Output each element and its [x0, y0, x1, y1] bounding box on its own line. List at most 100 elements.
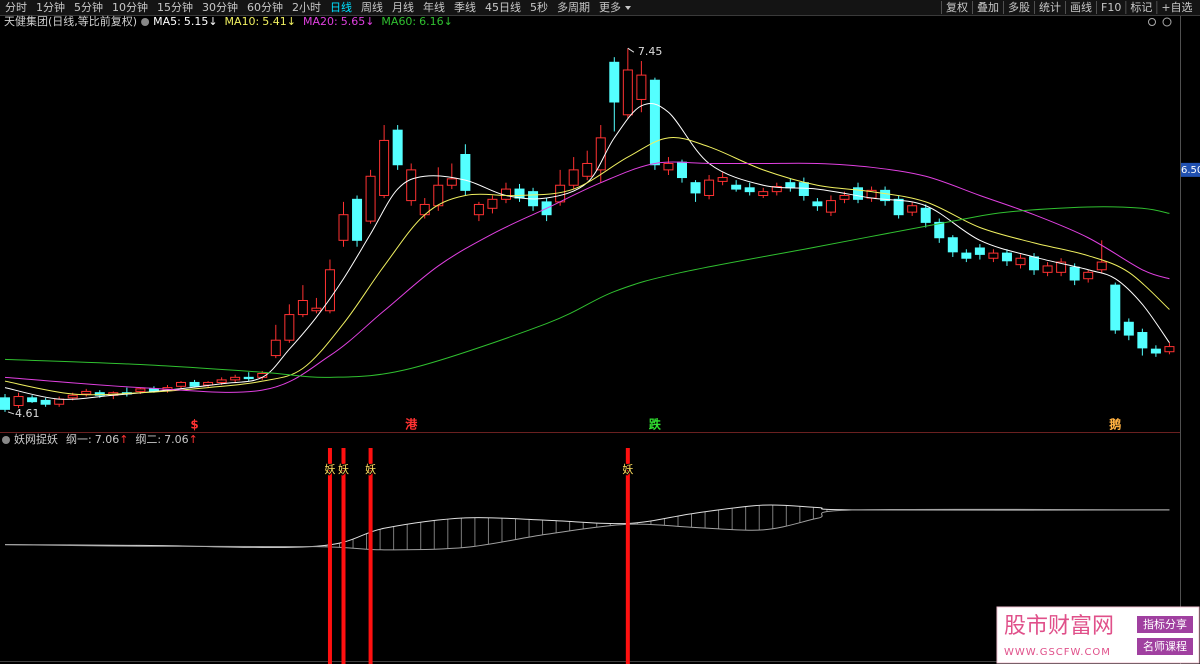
- candle-body: [1096, 261, 1107, 271]
- candle-body: [785, 182, 796, 189]
- signal-label: 妖: [365, 462, 376, 476]
- candle-body: [1110, 284, 1121, 331]
- low-leader: [7, 411, 15, 415]
- candle-body: [798, 182, 809, 196]
- legend-value: 5.15: [184, 15, 209, 28]
- period-tab[interactable]: 年线: [423, 0, 445, 14]
- event-marker: $: [190, 418, 198, 432]
- candle-body: [704, 179, 715, 196]
- candle-body: [230, 376, 241, 381]
- candle-body: [473, 203, 484, 216]
- candle-body: [352, 198, 363, 241]
- legend-trend: ↓: [365, 15, 374, 28]
- legend-name: 纲二:: [135, 433, 161, 446]
- candle-body: [744, 187, 755, 193]
- period-tab[interactable]: 5分钟: [74, 0, 103, 14]
- candle-body: [0, 397, 10, 410]
- candle-body: [514, 188, 525, 199]
- period-tab[interactable]: 60分钟: [247, 0, 283, 14]
- candle-body: [406, 169, 417, 202]
- legend-trend: ↓: [287, 15, 296, 28]
- tool-button[interactable]: 标记: [1130, 0, 1152, 14]
- period-tab[interactable]: 多周期: [557, 0, 590, 14]
- candle-body: [1029, 256, 1040, 271]
- candle-body: [487, 198, 498, 209]
- period-tab[interactable]: 月线: [392, 0, 414, 14]
- watermark-button-label[interactable]: 名师课程: [1143, 639, 1187, 653]
- settings-icon[interactable]: [141, 18, 150, 26]
- circle-icon[interactable]: [1162, 17, 1172, 27]
- signal-label: 妖: [324, 462, 335, 476]
- signal-label: 妖: [622, 462, 633, 476]
- candle-body: [636, 74, 647, 100]
- period-tab[interactable]: 15分钟: [157, 0, 193, 14]
- candle-body: [649, 79, 660, 166]
- legend-name: MA5:: [153, 15, 181, 28]
- candle-body: [460, 154, 471, 191]
- candle-body: [176, 381, 187, 387]
- signal-bar: [625, 448, 630, 664]
- candle-body: [1164, 346, 1175, 353]
- candle-body: [81, 390, 92, 395]
- period-tab[interactable]: 更多: [599, 0, 621, 14]
- candle-body: [446, 178, 457, 186]
- tool-button[interactable]: 复权: [946, 0, 968, 14]
- tool-button[interactable]: 多股: [1008, 0, 1030, 14]
- period-tab[interactable]: 周线: [361, 0, 383, 14]
- candle-body: [54, 398, 65, 405]
- tool-button[interactable]: 统计: [1039, 1, 1061, 14]
- period-tab[interactable]: 45日线: [485, 0, 521, 14]
- signal-bar: [327, 448, 332, 664]
- candle-body: [880, 189, 891, 202]
- watermark-button[interactable]: [1137, 616, 1193, 633]
- candle-body: [568, 169, 579, 186]
- candle-body: [379, 139, 390, 196]
- candle-body: [1137, 332, 1148, 349]
- period-tab[interactable]: 2小时: [292, 1, 321, 14]
- ribbon-hatch: [5, 504, 1170, 550]
- legend-value: 6.16: [419, 15, 444, 28]
- period-tab[interactable]: 1分钟: [36, 0, 65, 14]
- legend-trend: ↑: [189, 433, 198, 446]
- period-tab[interactable]: 10分钟: [112, 0, 148, 14]
- period-tab[interactable]: 5秒: [530, 0, 548, 14]
- candle-body: [947, 237, 958, 253]
- legend-trend: ↓: [444, 15, 453, 28]
- candle-body: [582, 162, 593, 177]
- candle-body: [988, 252, 999, 259]
- legend-entry: 纲一: 7.06↑: [66, 433, 128, 446]
- candle-body: [690, 182, 701, 194]
- watermark-button[interactable]: [1137, 638, 1193, 655]
- legend-entry: MA60: 6.16↓: [381, 15, 452, 28]
- candle-body: [135, 388, 146, 392]
- legend-value: 5.65: [341, 15, 366, 28]
- period-tab[interactable]: 分时: [5, 1, 27, 14]
- period-tab[interactable]: 日线: [330, 0, 352, 14]
- event-marker: 鹅: [1109, 417, 1121, 432]
- low-label: 4.61: [15, 407, 40, 420]
- diamond-icon[interactable]: [1147, 17, 1157, 27]
- candle-body: [1123, 321, 1134, 336]
- tool-button[interactable]: 叠加: [977, 1, 999, 14]
- candle-body: [1069, 266, 1080, 281]
- tool-button[interactable]: F10: [1101, 1, 1121, 14]
- signal-bar: [368, 448, 373, 664]
- tool-button[interactable]: 画线: [1070, 0, 1092, 14]
- ma-line: [4, 102, 1170, 400]
- candle-body: [717, 177, 728, 182]
- indicator-icon[interactable]: [2, 436, 10, 444]
- legend-entry: 纲二: 7.06↑: [135, 433, 197, 446]
- ma-line: [4, 137, 1170, 396]
- high-leader: [627, 47, 635, 53]
- watermark-button-label[interactable]: 指标分享: [1143, 617, 1187, 631]
- candle-body: [758, 191, 769, 196]
- tool-button[interactable]: +自选: [1161, 1, 1192, 14]
- candle-body: [189, 381, 200, 387]
- legend-entry: MA10: 5.41↓: [225, 15, 296, 28]
- period-tab[interactable]: 季线: [454, 0, 476, 14]
- candle-body: [920, 207, 931, 223]
- period-tab[interactable]: 30分钟: [202, 0, 238, 14]
- ma-line: [4, 206, 1170, 378]
- candle-body: [825, 200, 836, 213]
